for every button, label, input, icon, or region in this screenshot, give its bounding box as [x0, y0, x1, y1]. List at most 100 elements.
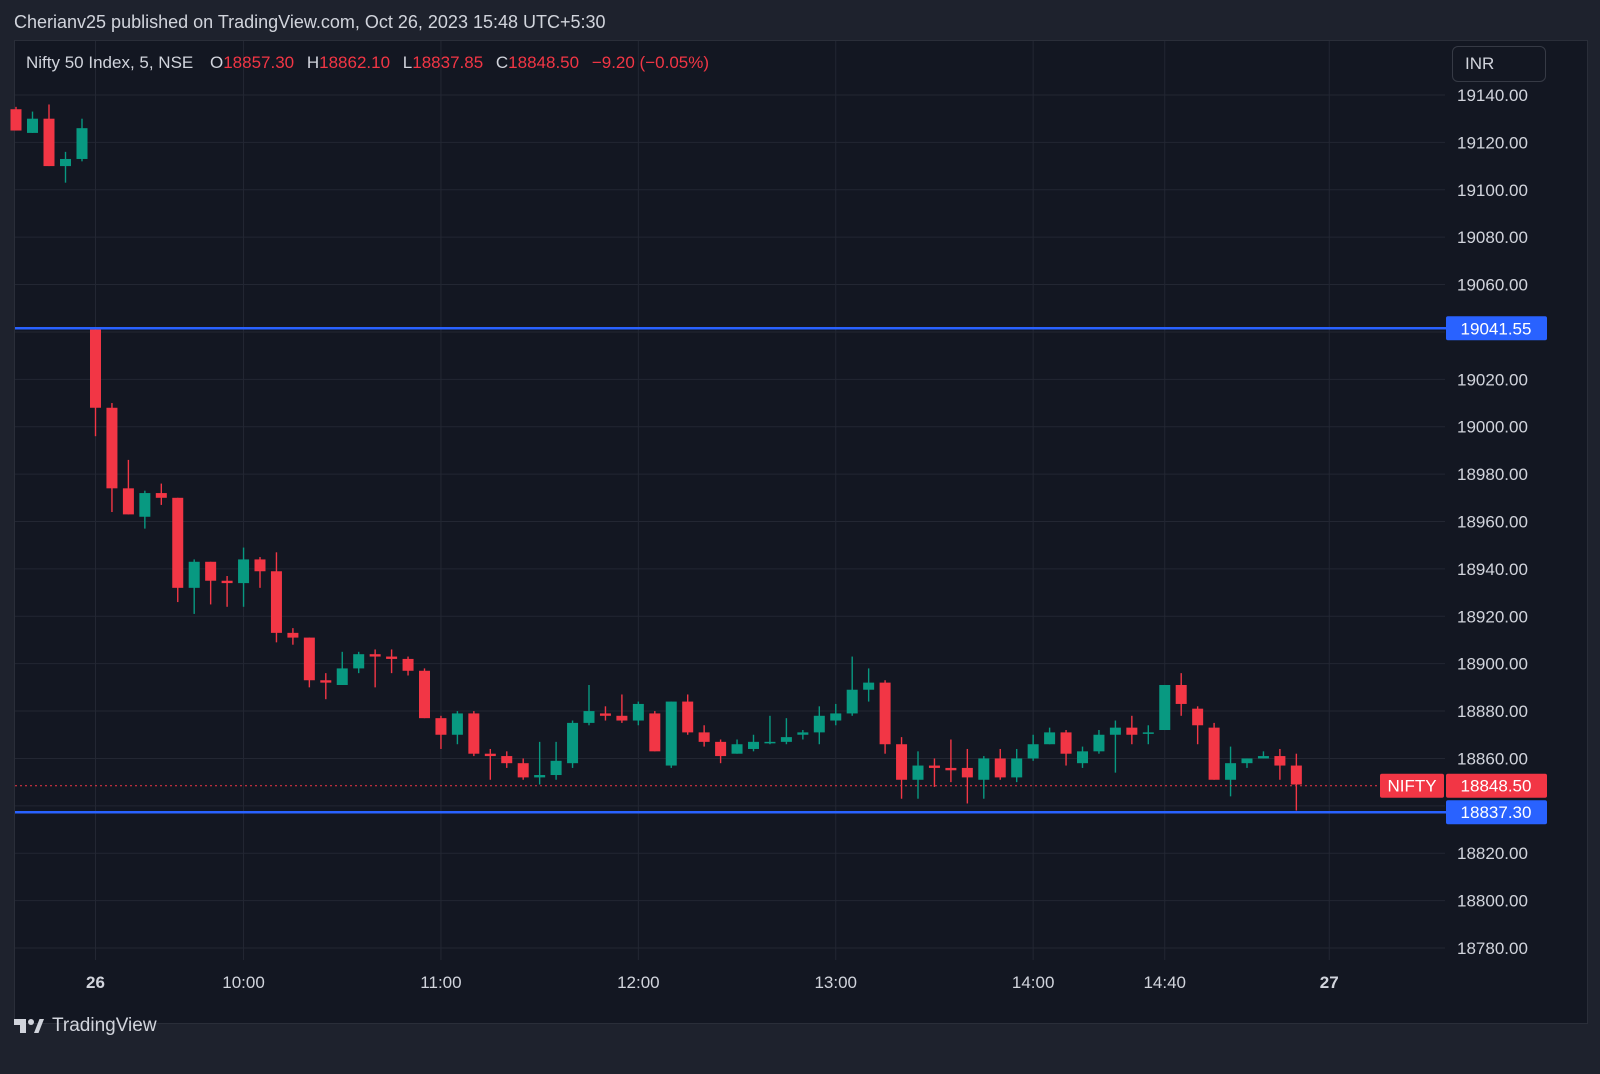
legend-close-value: 18848.50: [508, 53, 580, 72]
candle-up: [846, 689, 858, 714]
candle-up: [1011, 758, 1023, 778]
candle-up: [731, 744, 743, 754]
candle-down: [221, 580, 233, 584]
legend-open-label: O: [209, 53, 224, 72]
candle-down: [419, 670, 430, 719]
candle-down: [649, 713, 661, 752]
price-tick-label: 19100.00: [1457, 181, 1528, 200]
legend-high-label: H: [306, 53, 320, 72]
candle-down: [1126, 727, 1138, 735]
candle-down: [106, 407, 118, 489]
candle-down: [1175, 684, 1187, 704]
level-tag-label: 18837.30: [1461, 803, 1532, 822]
previous-day-candles: [10, 104, 88, 183]
time-axis: 26 10:00 11:00 12:00 13:00 14:00 14:40 27: [86, 973, 1339, 992]
candle-up: [748, 741, 759, 749]
candle-down: [715, 741, 727, 757]
candle-up: [1044, 732, 1056, 745]
price-tick-label: 18780.00: [1457, 939, 1528, 958]
candle-down: [155, 493, 167, 498]
candle-up: [1225, 763, 1237, 780]
candle-up: [1159, 684, 1171, 731]
time-tick-label: 27: [1320, 973, 1339, 992]
candle-up: [550, 760, 562, 776]
candle-up: [863, 682, 875, 690]
price-tick-label: 18960.00: [1457, 513, 1528, 532]
candle-down: [945, 767, 957, 771]
price-axis: 19140.00 19120.00 19100.00 19080.00 19060.00…: [1457, 86, 1528, 958]
candle-down: [517, 763, 529, 778]
price-tags: 19041.55 18837.30 NIFTY 18848.50: [1380, 316, 1547, 825]
legend-low-label: L: [402, 53, 413, 72]
candle-down: [1274, 756, 1286, 766]
candle-up: [353, 654, 365, 669]
time-tick-label: 14:00: [1012, 973, 1055, 992]
candle-up: [1241, 758, 1253, 764]
candle-up: [632, 703, 644, 721]
candle-down: [599, 713, 611, 716]
ohlc-legend: Nifty 50 Index, 5, NSE O18857.30 H18862.…: [26, 53, 709, 73]
candle-up: [813, 715, 825, 733]
price-tick-label: 19120.00: [1457, 133, 1528, 152]
candle-down: [287, 632, 299, 638]
candle-down: [1208, 727, 1220, 780]
candle-down: [402, 658, 414, 671]
candle-up: [797, 732, 809, 735]
time-tick-label: 12:00: [617, 973, 660, 992]
candle-up: [764, 741, 776, 744]
candle-up: [780, 737, 792, 742]
candle-down: [682, 701, 694, 733]
candle-down: [369, 654, 381, 657]
currency-button[interactable]: INR: [1452, 46, 1546, 82]
time-tick-label: 26: [86, 973, 105, 992]
price-tick-label: 19140.00: [1457, 86, 1528, 105]
candles: [90, 329, 1302, 811]
candle-down: [10, 109, 22, 131]
candle-down: [1192, 708, 1204, 726]
candle-down: [386, 656, 398, 659]
time-tick-label: 11:00: [420, 973, 461, 992]
footer-brand[interactable]: TradingView: [14, 1015, 157, 1037]
time-tick-label: 14:40: [1143, 973, 1186, 992]
candle-up: [567, 722, 579, 764]
legend-symbol[interactable]: Nifty 50 Index, 5, NSE: [26, 53, 194, 72]
time-tick-label: 10:00: [222, 973, 265, 992]
candle-down: [468, 713, 480, 754]
candle-down: [501, 756, 513, 764]
candle-down: [254, 559, 266, 572]
candle-down: [270, 571, 282, 633]
candle-up: [978, 758, 990, 780]
candle-up: [583, 711, 595, 723]
price-tick-label: 18940.00: [1457, 560, 1528, 579]
price-tick-label: 18920.00: [1457, 607, 1528, 626]
candle-down: [303, 637, 315, 681]
candle-down: [616, 715, 628, 721]
candle-up: [830, 713, 842, 721]
candle-down: [879, 682, 891, 745]
horizontal-levels: [15, 327, 1446, 814]
legend-high-value: 18862.10: [319, 53, 391, 72]
candle-up: [534, 775, 546, 778]
candle-down: [90, 329, 101, 408]
price-tick-label: 19060.00: [1457, 276, 1528, 295]
price-tick-label: 19080.00: [1457, 228, 1528, 247]
level-tag-label: 19041.55: [1461, 319, 1532, 338]
price-tick-label: 18820.00: [1457, 844, 1528, 863]
candle-up: [1027, 744, 1039, 759]
chart-pane[interactable]: [14, 40, 1588, 1024]
candle-down: [122, 488, 134, 515]
legend-open-value: 18857.30: [223, 53, 295, 72]
candle-up: [139, 493, 151, 517]
candle-up: [1109, 727, 1121, 735]
candle-down: [1290, 765, 1302, 785]
footer-brand-label: TradingView: [52, 1015, 157, 1036]
candle-down: [205, 561, 217, 581]
candle-down: [961, 767, 973, 778]
candle-down: [896, 744, 908, 780]
legend-low-value: 18837.85: [412, 53, 484, 72]
level-tag-bg: [1446, 800, 1547, 825]
legend-close-label: C: [495, 53, 509, 72]
candle-down: [698, 732, 710, 742]
candle-up: [27, 118, 38, 133]
